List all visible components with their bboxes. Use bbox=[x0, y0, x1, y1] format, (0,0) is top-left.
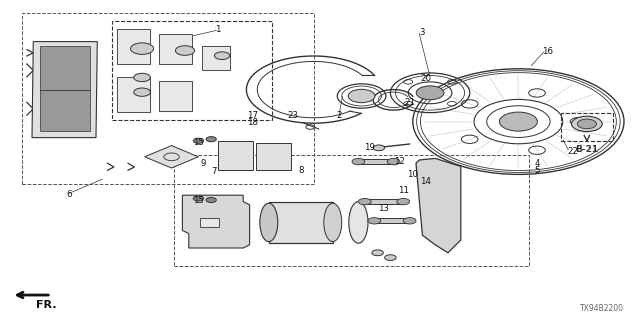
Ellipse shape bbox=[349, 202, 368, 243]
Bar bbox=[269, 202, 333, 243]
Circle shape bbox=[352, 158, 365, 165]
Text: 2: 2 bbox=[337, 111, 342, 120]
Text: 15: 15 bbox=[193, 196, 204, 204]
Bar bbox=[159, 81, 192, 111]
Circle shape bbox=[368, 218, 381, 224]
Text: 10: 10 bbox=[407, 170, 419, 179]
Polygon shape bbox=[159, 34, 192, 64]
Text: 8: 8 bbox=[298, 166, 303, 175]
Circle shape bbox=[373, 145, 385, 151]
Polygon shape bbox=[32, 42, 97, 138]
Text: 13: 13 bbox=[378, 204, 390, 212]
Ellipse shape bbox=[260, 203, 278, 242]
Bar bbox=[269, 202, 333, 243]
Polygon shape bbox=[202, 46, 230, 70]
Polygon shape bbox=[182, 195, 250, 248]
Circle shape bbox=[372, 250, 383, 256]
Text: 22: 22 bbox=[567, 147, 579, 156]
Text: 7: 7 bbox=[212, 167, 217, 176]
Text: 4: 4 bbox=[535, 159, 540, 168]
Text: 9: 9 bbox=[201, 159, 206, 168]
Bar bbox=[117, 29, 150, 64]
Circle shape bbox=[358, 198, 371, 205]
Bar bbox=[374, 218, 410, 223]
Circle shape bbox=[387, 158, 400, 165]
Ellipse shape bbox=[324, 203, 342, 242]
Text: TX94B2200: TX94B2200 bbox=[580, 304, 624, 313]
Bar bbox=[174, 155, 529, 266]
Circle shape bbox=[348, 89, 375, 103]
Circle shape bbox=[131, 43, 154, 54]
Text: 23: 23 bbox=[287, 111, 299, 120]
Text: 11: 11 bbox=[397, 186, 409, 195]
Polygon shape bbox=[416, 158, 461, 253]
Text: B-21: B-21 bbox=[575, 145, 598, 154]
Text: 6: 6 bbox=[67, 190, 72, 199]
Polygon shape bbox=[218, 141, 253, 170]
Polygon shape bbox=[256, 143, 291, 170]
Circle shape bbox=[206, 197, 216, 203]
Circle shape bbox=[385, 255, 396, 260]
Text: 5: 5 bbox=[535, 166, 540, 175]
Polygon shape bbox=[159, 81, 192, 111]
Polygon shape bbox=[40, 46, 90, 131]
Circle shape bbox=[214, 52, 230, 60]
Text: 1: 1 bbox=[215, 25, 220, 34]
Bar bbox=[22, 13, 314, 184]
Bar bbox=[358, 159, 394, 164]
Polygon shape bbox=[117, 77, 150, 112]
Bar bbox=[200, 218, 219, 227]
Text: 19: 19 bbox=[365, 143, 375, 152]
Text: 14: 14 bbox=[420, 177, 431, 186]
Polygon shape bbox=[117, 29, 150, 64]
Circle shape bbox=[134, 88, 150, 96]
Text: 20: 20 bbox=[420, 74, 431, 83]
Circle shape bbox=[193, 196, 204, 201]
Circle shape bbox=[403, 218, 416, 224]
Circle shape bbox=[416, 86, 444, 100]
Bar bbox=[117, 77, 150, 112]
Bar bbox=[112, 21, 272, 120]
Circle shape bbox=[175, 46, 195, 55]
Circle shape bbox=[397, 198, 410, 205]
Circle shape bbox=[577, 119, 596, 129]
Text: 12: 12 bbox=[394, 157, 406, 166]
Circle shape bbox=[193, 138, 204, 143]
Bar bbox=[202, 46, 230, 70]
Circle shape bbox=[499, 112, 538, 131]
Text: 18: 18 bbox=[247, 118, 259, 127]
Text: FR.: FR. bbox=[36, 300, 56, 310]
Circle shape bbox=[206, 137, 216, 142]
Text: 3: 3 bbox=[420, 28, 425, 36]
Text: 16: 16 bbox=[541, 47, 553, 56]
Text: 15: 15 bbox=[193, 138, 204, 147]
Polygon shape bbox=[145, 146, 198, 168]
Text: 17: 17 bbox=[247, 111, 259, 120]
Bar bbox=[159, 34, 192, 64]
Circle shape bbox=[572, 116, 602, 132]
Bar bbox=[365, 199, 403, 204]
Circle shape bbox=[134, 73, 150, 82]
Bar bbox=[561, 113, 613, 141]
Text: 21: 21 bbox=[404, 98, 415, 107]
